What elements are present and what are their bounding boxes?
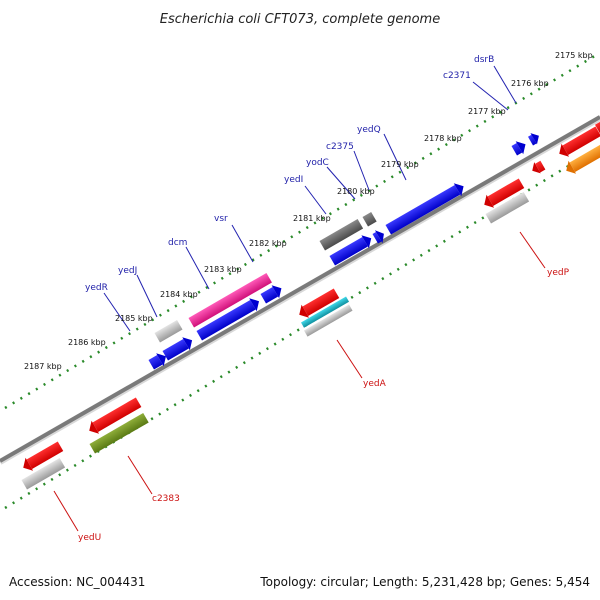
top-gene-labels: dsrB c2371 yedQ c2375 yodC yedI vsr dcm … [85, 55, 494, 293]
cds-feature [372, 231, 382, 244]
cds-arrow [89, 420, 100, 434]
cds-arrow [249, 298, 260, 312]
tick-label: 2185 kbp [115, 314, 153, 323]
bottom-gene-labels: yedP yedA c2383 yedU [78, 268, 570, 543]
c2383-feature [89, 412, 149, 454]
cds-feature [528, 134, 537, 146]
tick-label: 2180 kbp [337, 187, 375, 196]
tick-label: 2179 kbp [381, 160, 419, 169]
cds-arrow [182, 337, 193, 351]
gene-label-yedJ[interactable]: yedJ [118, 266, 137, 276]
map-title: Escherichia coli CFT073, complete genome [160, 12, 440, 27]
tick-label: 2178 kbp [424, 134, 462, 143]
cds-arrow [559, 143, 570, 157]
cds-feature [362, 211, 377, 227]
gene-label-vsr[interactable]: vsr [214, 214, 228, 224]
bottom-label-leaders [53, 231, 546, 532]
cds-feature [260, 286, 279, 304]
cds-feature [154, 319, 183, 343]
tick-label: 2177 kbp [468, 107, 506, 116]
cds-arrow [299, 304, 310, 318]
tick-label: 2186 kbp [68, 338, 106, 347]
cds-feature [162, 338, 189, 361]
cds-feature [148, 354, 163, 370]
cds-feature [569, 143, 600, 172]
yedQ-feature [385, 184, 461, 235]
gene-label-c2375[interactable]: c2375 [326, 142, 354, 152]
gene-label-dsrB[interactable]: dsrB [474, 55, 494, 65]
cds-arrow [271, 285, 282, 299]
cds-arrow [532, 162, 541, 174]
gene-label-yedA[interactable]: yedA [363, 379, 387, 389]
cds-feature [302, 288, 340, 316]
yedA-teal-feature [301, 296, 350, 328]
tick-label: 2187 kbp [24, 362, 62, 371]
cds-feature [329, 236, 368, 266]
reverse-strand-features [21, 120, 600, 490]
cds-feature [319, 218, 364, 251]
cds-feature [485, 191, 530, 224]
tick-label: 2184 kbp [160, 290, 198, 299]
cds-arrow [530, 133, 539, 145]
tick-label: 2182 kbp [249, 239, 287, 248]
cds-feature [304, 304, 353, 337]
gene-label-dcm[interactable]: dcm [168, 238, 187, 248]
gene-label-c2383[interactable]: c2383 [152, 494, 180, 504]
cds-arrow [566, 160, 577, 174]
gene-label-yedP[interactable]: yedP [547, 268, 570, 278]
top-label-leaders [103, 65, 517, 332]
gene-label-yodC[interactable]: yodC [306, 158, 329, 168]
cds-feature [92, 397, 142, 432]
genome-summary-text: Topology: circular; Length: 5,231,428 bp… [259, 575, 590, 589]
cds-arrow [361, 235, 372, 249]
cds-arrow [484, 194, 495, 208]
cds-arrow [515, 141, 526, 155]
tick-label: 2176 kbp [511, 79, 549, 88]
dcm-vsr-feature [188, 272, 272, 328]
tick-label: 2175 kbp [555, 51, 593, 60]
cds-arrow [453, 183, 464, 197]
kbp-tick-labels: 2175 kbp 2176 kbp 2177 kbp 2178 kbp 2179… [24, 51, 593, 371]
gene-label-yedU[interactable]: yedU [78, 533, 101, 543]
cds-arrow [23, 457, 34, 471]
cds-feature [196, 299, 256, 341]
tick-label: 2181 kbp [293, 214, 331, 223]
gene-label-yedQ[interactable]: yedQ [357, 125, 381, 135]
genome-backbone [0, 115, 600, 463]
gene-label-c2371[interactable]: c2371 [443, 71, 471, 81]
cds-feature [562, 126, 600, 155]
cds-feature [511, 142, 523, 156]
gene-label-yedI[interactable]: yedI [284, 175, 303, 185]
gene-label-yedR[interactable]: yedR [85, 283, 108, 293]
cds-feature [535, 160, 546, 173]
cds-feature [21, 457, 66, 490]
cds-arrow [156, 353, 166, 367]
tick-label: 2183 kbp [204, 265, 242, 274]
forward-strand-features [148, 133, 539, 370]
cds-arrow [374, 230, 384, 244]
cds-feature [26, 441, 64, 469]
cds-feature [595, 120, 600, 134]
cds-feature [487, 178, 525, 206]
outer-tick-ring [4, 52, 599, 410]
accession-text: Accession: NC_004431 [9, 575, 145, 589]
